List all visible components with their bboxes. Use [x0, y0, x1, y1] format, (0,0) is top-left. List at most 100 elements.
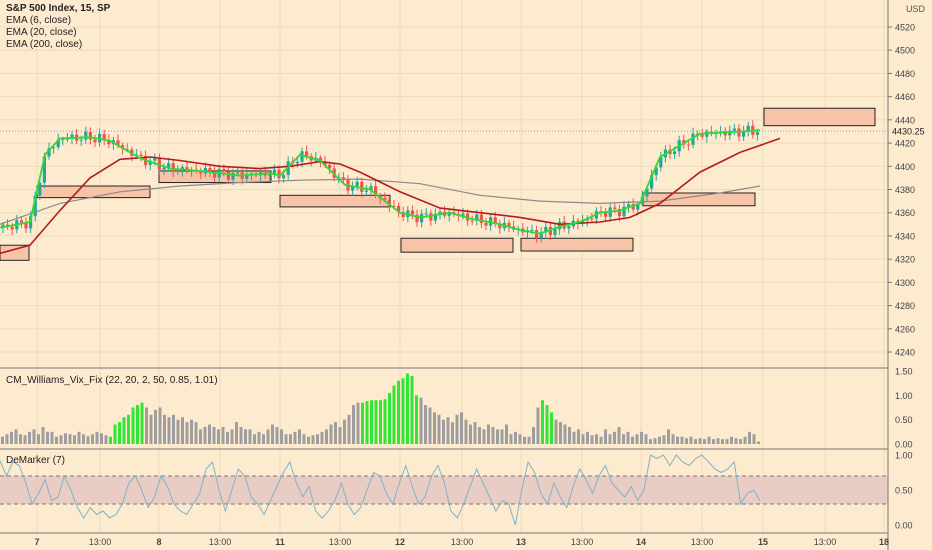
vix-bar-gray — [590, 435, 594, 444]
candle-down — [410, 210, 414, 215]
vix-bar-gray — [509, 434, 513, 444]
price-tick-label: 4460 — [895, 92, 915, 102]
vix-bar-gray — [748, 431, 751, 444]
vix-bar-gray — [523, 436, 526, 444]
time-tick-label: 14 — [636, 537, 646, 547]
time-tick-label: 13:00 — [814, 537, 837, 547]
candle-up — [558, 221, 562, 230]
candle-up — [636, 203, 640, 210]
candle-down — [723, 131, 727, 136]
vix-bar-gray — [730, 436, 733, 444]
vix-bar-gray — [698, 438, 702, 444]
vix-bar-gray — [554, 419, 558, 444]
vix-bar-gray — [653, 438, 657, 444]
vix-bar-gray — [316, 434, 319, 444]
candle-up — [732, 128, 736, 131]
vix-bar-gray — [82, 434, 85, 444]
candle-up — [530, 229, 534, 231]
vix-bar-gray — [190, 419, 193, 444]
vix-bar-gray — [185, 422, 189, 444]
vix-bar-gray — [482, 429, 486, 444]
vix-tick-label: 1.00 — [895, 391, 913, 401]
vix-bar-gray — [275, 426, 279, 444]
candle-up — [461, 213, 465, 216]
candle-up — [56, 139, 60, 148]
candle-up — [424, 213, 428, 215]
vix-bar-gray — [491, 426, 495, 444]
vix-tick-label: 1.50 — [895, 367, 913, 377]
vix-bar-gray — [167, 417, 171, 444]
candle-down — [171, 163, 175, 172]
vix-bar-gray — [50, 431, 54, 444]
last-price-box — [889, 124, 932, 139]
candle-up — [52, 147, 56, 149]
vix-bar-gray — [514, 431, 517, 444]
vix-bar-gray — [226, 431, 229, 444]
vix-bar-green — [541, 400, 544, 444]
demarker-title: DeMarker (7) — [6, 455, 65, 466]
candle-up — [148, 160, 152, 165]
legend-ema20: EMA (20, close) — [6, 27, 77, 38]
vix-bar-gray — [496, 429, 499, 444]
candle-down — [139, 154, 143, 156]
candle-up — [645, 188, 649, 197]
price-tick-label: 4440 — [895, 115, 915, 125]
vix-fix-title: CM_Williams_Vix_Fix (22, 20, 2, 50, 0.85… — [6, 375, 218, 386]
candle-up — [38, 182, 42, 196]
candle-up — [433, 213, 437, 221]
vix-bar-gray — [743, 436, 747, 444]
vix-bar-green — [122, 417, 126, 444]
candle-down — [305, 151, 309, 157]
candle-down — [737, 128, 741, 137]
vix-bar-gray — [734, 438, 738, 444]
vix-bar-gray — [644, 434, 648, 444]
vix-bar-gray — [244, 429, 247, 444]
vix-bar-gray — [437, 414, 441, 444]
candle-up — [659, 157, 663, 168]
vix-bar-gray — [235, 422, 238, 444]
vix-bar-gray — [14, 429, 18, 444]
candle-up — [236, 172, 240, 174]
price-tick-label: 4520 — [895, 23, 915, 33]
vix-bar-gray — [104, 435, 108, 444]
vix-bar-gray — [446, 417, 450, 444]
vix-bar-gray — [257, 431, 261, 444]
vix-bar-gray — [217, 429, 220, 444]
candle-down — [617, 208, 621, 217]
candle-down — [10, 226, 14, 230]
vix-fix-histogram — [1, 373, 760, 444]
zone-box — [279, 194, 391, 208]
vix-bar-gray — [595, 434, 598, 444]
candle-down — [208, 167, 212, 172]
vix-bar-green — [109, 436, 112, 444]
time-tick-label: 7 — [34, 537, 39, 547]
time-tick-label: 13:00 — [451, 537, 474, 547]
zone-box — [520, 237, 634, 252]
vix-bar-gray — [464, 419, 468, 444]
vix-bar-gray — [635, 434, 639, 444]
zone-box — [36, 185, 151, 199]
candle-up — [176, 170, 180, 172]
vix-bar-gray — [442, 419, 445, 444]
vix-bar-green — [374, 400, 378, 444]
currency-label: USD — [906, 4, 926, 14]
vix-bar-green — [415, 395, 418, 444]
candle-down — [383, 198, 387, 200]
vix-bar-gray — [41, 426, 45, 444]
vix-bar-green — [131, 407, 135, 444]
vix-bar-gray — [10, 431, 13, 444]
vix-bar-gray — [640, 431, 643, 444]
legend-ema6: EMA (6, close) — [6, 15, 72, 26]
candle-up — [369, 186, 373, 191]
vix-tick-label: 0.00 — [895, 440, 913, 450]
candle-down — [213, 171, 217, 178]
vix-bar-gray — [91, 434, 94, 444]
candle-down — [392, 205, 396, 207]
vix-bar-gray — [149, 414, 153, 444]
vix-bar-gray — [253, 434, 256, 444]
ema-lines — [0, 129, 781, 255]
vix-bar-gray — [505, 424, 508, 444]
vix-bar-gray — [725, 439, 729, 444]
